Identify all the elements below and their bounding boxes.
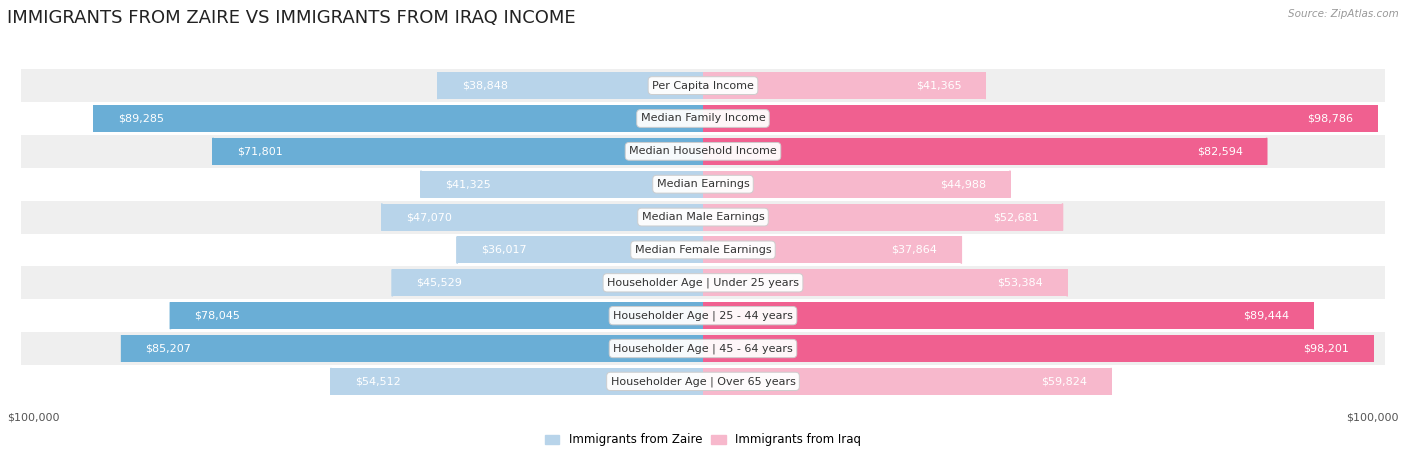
Bar: [21, 69, 1385, 102]
Text: $37,864: $37,864: [891, 245, 938, 255]
Bar: [94, 105, 703, 132]
Text: $59,824: $59,824: [1042, 376, 1087, 386]
Text: Median Family Income: Median Family Income: [641, 113, 765, 123]
Bar: [21, 135, 1385, 168]
Bar: [392, 269, 703, 296]
Text: Householder Age | Over 65 years: Householder Age | Over 65 years: [610, 376, 796, 387]
Text: Median Household Income: Median Household Income: [628, 146, 778, 156]
Bar: [214, 138, 703, 165]
Text: $100,000: $100,000: [1347, 413, 1399, 423]
Bar: [703, 105, 1376, 132]
Text: $100,000: $100,000: [7, 413, 59, 423]
Bar: [457, 236, 703, 263]
Text: $54,512: $54,512: [354, 376, 401, 386]
Bar: [703, 171, 1010, 198]
Text: $98,786: $98,786: [1308, 113, 1353, 123]
Text: Median Male Earnings: Median Male Earnings: [641, 212, 765, 222]
Bar: [703, 236, 962, 263]
Bar: [21, 332, 1385, 365]
Text: $89,285: $89,285: [118, 113, 163, 123]
Bar: [21, 234, 1385, 266]
Bar: [21, 201, 1385, 234]
Text: Householder Age | 25 - 44 years: Householder Age | 25 - 44 years: [613, 311, 793, 321]
Bar: [703, 368, 1111, 395]
Text: Householder Age | 45 - 64 years: Householder Age | 45 - 64 years: [613, 343, 793, 354]
Bar: [437, 72, 703, 99]
Bar: [21, 299, 1385, 332]
Bar: [703, 72, 986, 99]
Text: $82,594: $82,594: [1197, 146, 1243, 156]
Text: $44,988: $44,988: [941, 179, 986, 189]
Bar: [420, 171, 703, 198]
Bar: [121, 335, 703, 362]
Text: Source: ZipAtlas.com: Source: ZipAtlas.com: [1288, 9, 1399, 19]
Text: Per Capita Income: Per Capita Income: [652, 81, 754, 91]
Bar: [21, 365, 1385, 398]
Text: Median Female Earnings: Median Female Earnings: [634, 245, 772, 255]
Text: $47,070: $47,070: [406, 212, 451, 222]
Text: $89,444: $89,444: [1243, 311, 1289, 321]
Text: Householder Age | Under 25 years: Householder Age | Under 25 years: [607, 277, 799, 288]
Text: IMMIGRANTS FROM ZAIRE VS IMMIGRANTS FROM IRAQ INCOME: IMMIGRANTS FROM ZAIRE VS IMMIGRANTS FROM…: [7, 9, 575, 28]
Bar: [21, 168, 1385, 201]
Bar: [382, 204, 703, 231]
Text: $98,201: $98,201: [1303, 344, 1350, 354]
Text: $38,848: $38,848: [461, 81, 508, 91]
Text: $41,325: $41,325: [444, 179, 491, 189]
Text: $45,529: $45,529: [416, 278, 463, 288]
Bar: [703, 269, 1067, 296]
Bar: [21, 266, 1385, 299]
Bar: [703, 138, 1267, 165]
Text: Median Earnings: Median Earnings: [657, 179, 749, 189]
Text: $71,801: $71,801: [238, 146, 283, 156]
Text: $53,384: $53,384: [998, 278, 1043, 288]
Text: $36,017: $36,017: [481, 245, 527, 255]
Legend: Immigrants from Zaire, Immigrants from Iraq: Immigrants from Zaire, Immigrants from I…: [540, 429, 866, 451]
Text: $85,207: $85,207: [145, 344, 191, 354]
Text: $78,045: $78,045: [194, 311, 240, 321]
Bar: [330, 368, 703, 395]
Bar: [703, 204, 1063, 231]
Text: $52,681: $52,681: [993, 212, 1039, 222]
Text: $41,365: $41,365: [915, 81, 962, 91]
Bar: [703, 335, 1374, 362]
Bar: [170, 302, 703, 329]
Bar: [703, 302, 1313, 329]
Bar: [21, 102, 1385, 135]
